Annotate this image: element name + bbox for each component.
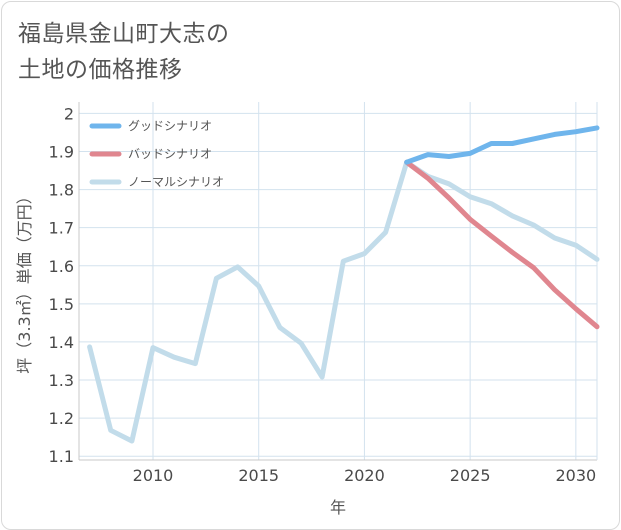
series-lines [87,125,600,444]
y-tick-label: 1.2 [49,409,74,428]
axes: 2010 2015 2020 2025 2030 1.1 1.2 1.3 1.4 1.5 1.6 1.… [49,102,598,485]
y-tick-label: 1.5 [49,295,74,314]
x-tick-label: 2020 [344,466,385,485]
legend-label: グッドシナリオ [128,119,212,133]
series-line-1 [404,159,600,330]
chart-title-line-2: 土地の価格推移 [18,57,183,83]
y-tick-label: 1.3 [49,371,74,390]
y-tick-label: 1.9 [49,143,74,162]
chart-title: 福島県金山町大志の 土地の価格推移 [18,16,230,88]
x-axis-label: 年 [330,498,346,517]
y-tick-label: 2 [64,104,74,123]
x-tick-label: 2025 [450,466,491,485]
x-tick-label: 2015 [238,466,279,485]
y-tick-label: 1.1 [49,447,74,466]
y-tick-label: 1.4 [49,333,74,352]
x-tick-label: 2030 [555,466,596,485]
y-tick-label: 1.8 [49,181,74,200]
y-axis-label: 坪（3.3㎡）単価（万円） [15,188,34,373]
x-tick-label: 2010 [133,466,174,485]
series-line-2 [87,159,600,444]
y-tick-label: 1.7 [49,219,74,238]
series-line-0 [404,125,600,165]
legend-label: ノーマルシナリオ [128,175,224,189]
chart-title-line-1: 福島県金山町大志の [18,21,230,47]
legend-label: バッドシナリオ [128,147,212,161]
y-tick-label: 1.6 [49,257,74,276]
